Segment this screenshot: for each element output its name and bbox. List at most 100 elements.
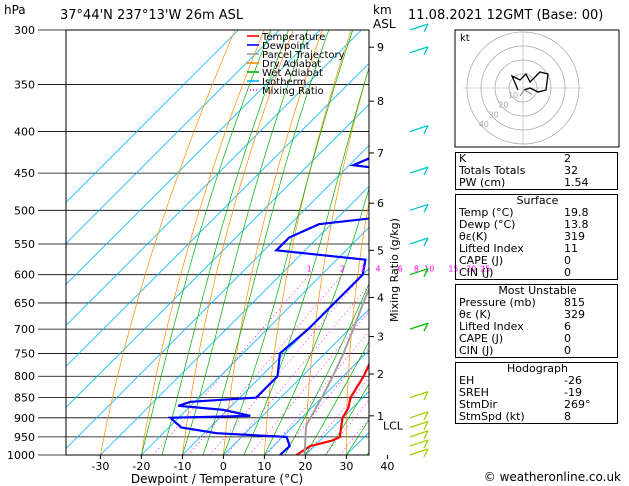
index-value: 269° (564, 398, 591, 411)
mixing-ratio-line (187, 274, 343, 455)
wet-adiabat (141, 30, 272, 455)
wet-adiabat (325, 383, 369, 455)
mixing-ratio-label: 10 (424, 265, 434, 274)
wind-barb (409, 322, 429, 330)
index-value: 815 (564, 296, 585, 309)
wind-barb (409, 124, 429, 133)
wind-barb (409, 203, 429, 211)
wet-adiabat (161, 30, 289, 455)
isotherm-line (223, 308, 369, 455)
mixing-ratio-line (248, 311, 369, 455)
mixing-ratio-label: 20 (466, 265, 476, 274)
pressure-tick-label: 1000 (7, 449, 35, 462)
location-title: 37°44'N 237°13'W 26m ASL (60, 8, 244, 23)
pressure-tick-label: 300 (14, 24, 35, 37)
datetime-title: 11.08.2021 12GMT (Base: 00) (408, 8, 604, 23)
index-label: SREH (459, 386, 489, 399)
wind-barb (409, 391, 429, 399)
index-row: Pressure (mb) 815 (456, 297, 619, 309)
wind-barb-flag (423, 268, 429, 277)
mixing-ratio-line (209, 274, 364, 455)
index-value: 8 (564, 410, 571, 423)
dry-adiabat (264, 30, 352, 455)
index-label: θε(K) (459, 230, 488, 243)
section-title-text: Most Unstable (498, 284, 577, 297)
wind-barb-flag (423, 411, 429, 421)
index-label: θε (K) (459, 308, 491, 321)
index-label: CAPE (J) (459, 254, 504, 267)
wind-barb-flag (423, 421, 429, 430)
asl-label: ASL (373, 17, 396, 31)
index-value: 0 (564, 266, 571, 279)
hodograph-ring-label: 10 (508, 91, 518, 100)
km-tick-label: 2 (377, 368, 384, 381)
wind-barb (409, 166, 429, 174)
section-title-text: Hodograph (507, 362, 568, 375)
wind-barb (409, 46, 429, 54)
isotherm-line (100, 185, 369, 455)
index-value: -26 (564, 374, 582, 387)
index-row: Lifted Index 11 (456, 243, 619, 255)
pressure-tick-label: 500 (14, 204, 35, 217)
wind-barb (409, 23, 429, 31)
index-label: K (459, 152, 467, 165)
index-value: 329 (564, 308, 585, 321)
plot-frame (65, 29, 370, 456)
hodograph-trace (510, 71, 549, 93)
wind-barb (409, 430, 429, 438)
lcl-label: LCL (383, 420, 404, 433)
indices-panel: K 2 Totals Totals 32 PW (cm) 1.54 Surface Temp… (455, 152, 618, 428)
index-value: 6 (564, 320, 571, 333)
hodograph-ring-label: 20 (498, 101, 508, 110)
index-row: StmSpd (kt) 8 (456, 411, 619, 423)
km-tick-label: 1 (377, 410, 384, 423)
x-tick-label: -20 (132, 460, 150, 473)
index-label: StmSpd (kt) (459, 410, 525, 423)
legend-label: Isotherm (262, 77, 306, 88)
isotherm-line (141, 226, 369, 455)
storm-motion-marker (519, 89, 533, 97)
index-label: StmDir (459, 398, 498, 411)
km-tick-label: 7 (377, 147, 384, 160)
index-value: 0 (564, 254, 571, 267)
mixing-ratio-label: 25 (480, 265, 490, 274)
credit-text: © weatheronline.co.uk (483, 470, 621, 484)
index-value: 0 (564, 332, 571, 345)
series-temperature (295, 362, 369, 455)
hodograph-indices-box: Hodograph EH -26 SREH -19 StmDir 269° StmSpd (k… (455, 362, 618, 424)
dry-adiabat (182, 30, 294, 455)
index-row: Totals Totals 32 (456, 165, 619, 177)
index-row: PW (cm) 1.54 (456, 177, 619, 189)
series-parcel-trajectory (303, 286, 369, 455)
isotherm-line (66, 144, 369, 449)
x-axis-title: Dewpoint / Temperature (°C) (131, 472, 303, 486)
mixing-ratio-label: 15 (448, 265, 458, 274)
hodograph-unit-label: kt (460, 33, 470, 44)
index-row: Temp (°C) 19.8 (456, 207, 619, 219)
wind-barb-flag (423, 23, 429, 33)
km-tick-label: 8 (377, 95, 384, 108)
wind-barb-flag (423, 166, 429, 176)
km-tick-label: 9 (377, 41, 384, 54)
isotherm-line (66, 30, 280, 244)
legend-label: Dewpoint (262, 41, 310, 52)
mixing-ratio-label: 6 (398, 265, 403, 274)
x-tick-label: 40 (380, 460, 394, 473)
mixing-ratio-label: 4 (376, 265, 381, 274)
most-unstable-box: Most Unstable Pressure (mb) 815 θε (K) 329 Li… (455, 284, 618, 358)
wind-barb (409, 448, 429, 456)
indices-box: K 2 Totals Totals 32 PW (cm) 1.54 (455, 152, 618, 190)
series-dewpoint (167, 157, 369, 455)
dry-adiabat (100, 30, 236, 455)
index-label: Lifted Index (459, 320, 524, 333)
isotherm-line (264, 349, 369, 455)
index-value: 0 (564, 344, 571, 357)
pressure-tick-label: 600 (14, 269, 35, 282)
index-row: SREH -19 (456, 387, 619, 399)
mixing-ratio-label: 8 (414, 265, 419, 274)
isotherm-line (66, 30, 362, 326)
wind-barbs (409, 23, 429, 458)
